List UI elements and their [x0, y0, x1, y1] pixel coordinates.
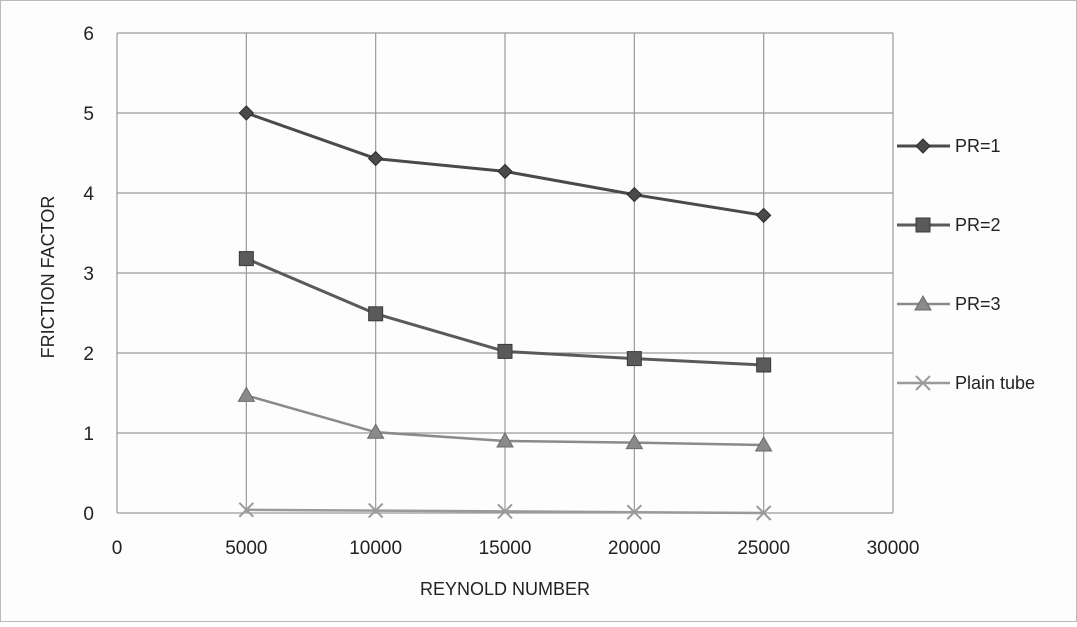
data-point: [366, 423, 385, 439]
data-point: [496, 431, 514, 448]
data-point: [367, 502, 384, 519]
y-tick-label: 4: [83, 184, 94, 205]
x-tick-label: 25000: [737, 538, 790, 559]
x-tick-label: 0: [112, 538, 123, 559]
y-tick-label: 6: [83, 24, 94, 45]
series-pr-3: [237, 386, 773, 452]
x-marker-stroke: [626, 504, 643, 520]
x-marker-stroke: [238, 502, 255, 518]
data-point: [626, 186, 643, 203]
data-point: [368, 306, 384, 322]
legend-label: PR=3: [955, 294, 1001, 314]
x-tick-label: 20000: [608, 538, 661, 559]
data-point: [625, 433, 644, 450]
legend-label: PR=2: [955, 215, 1001, 235]
series-plain-tube: [238, 502, 772, 521]
data-point: [238, 251, 254, 267]
x-axis-title: REYNOLD NUMBER: [420, 579, 590, 599]
data-point: [756, 357, 772, 373]
tick-layer: 0 1 2 3 4 5 6 0 5000 10000 15000 20000 25000 30000: [83, 24, 919, 559]
data-point: [626, 351, 642, 367]
legend-label: PR=1: [955, 136, 1001, 156]
data-point: [367, 150, 384, 167]
legend-entry: PR=2: [897, 215, 1001, 235]
series-pr-1: [238, 105, 772, 224]
y-tick-label: 1: [83, 424, 94, 445]
data-point: [755, 207, 772, 224]
y-tick-label: 2: [83, 344, 94, 365]
x-marker-stroke: [497, 503, 513, 520]
data-point: [497, 163, 513, 180]
legend-label: Plain tube: [955, 373, 1035, 393]
series-layer: [237, 105, 773, 521]
data-point: [754, 435, 773, 452]
x-marker-stroke: [915, 375, 931, 391]
x-marker-stroke: [755, 505, 772, 521]
legend-marker: [915, 217, 931, 233]
legend-entry: Plain tube: [897, 373, 1035, 393]
y-tick-label: 5: [83, 104, 94, 125]
data-point: [755, 505, 772, 521]
data-point: [497, 343, 513, 359]
x-tick-label: 10000: [349, 538, 402, 559]
data-point: [626, 504, 643, 520]
x-tick-label: 15000: [479, 538, 532, 559]
series-pr-2: [238, 251, 772, 373]
data-point: [238, 105, 255, 121]
y-tick-label: 0: [83, 504, 94, 525]
data-point: [497, 503, 513, 520]
y-axis-title: FRICTION FACTOR: [38, 196, 58, 359]
data-point: [237, 386, 256, 402]
data-point: [238, 502, 255, 518]
y-tick-label: 3: [83, 264, 94, 285]
legend-entry: PR=3: [897, 294, 1001, 314]
legend-entry: PR=1: [897, 136, 1001, 156]
x-tick-label: 5000: [225, 538, 267, 559]
legend-marker: [914, 294, 932, 311]
legend-marker: [915, 375, 931, 391]
x-marker-stroke: [367, 502, 384, 519]
legend-marker: [915, 138, 931, 154]
x-tick-label: 30000: [867, 538, 920, 559]
legend: PR=1 PR=2 PR=3 Plain tube: [897, 136, 1035, 393]
